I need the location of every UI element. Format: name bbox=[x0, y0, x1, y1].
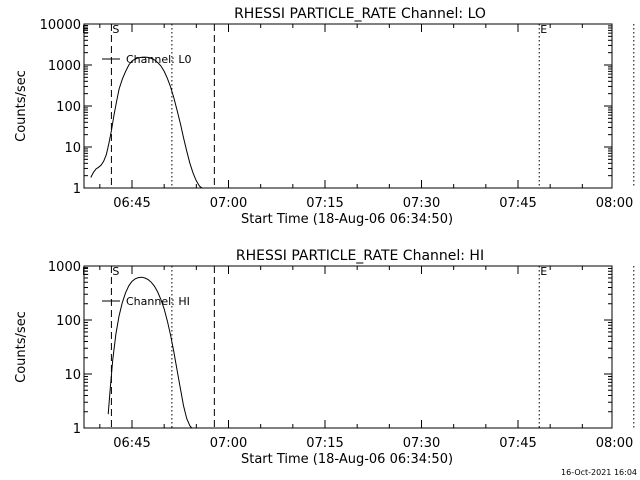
x-tick-label: 08:00 bbox=[596, 196, 633, 211]
x-tick-label: 07:45 bbox=[499, 436, 536, 451]
plot-frame bbox=[83, 23, 613, 189]
x-tick-label: 06:45 bbox=[113, 196, 150, 211]
corner-marker-label: E bbox=[82, 23, 89, 36]
x-tick-label: 07:30 bbox=[403, 196, 440, 211]
y-tick-label: 10 bbox=[64, 368, 81, 383]
plot-frame bbox=[83, 265, 613, 429]
lo-channel-panel: RHESSI PARTICLE_RATE Channel: LO 1 10 100 10… bbox=[14, 6, 635, 227]
y-tick-label: 1000 bbox=[48, 59, 81, 74]
y-axis-label: Counts/sec bbox=[14, 70, 29, 142]
corner-marker-label: E bbox=[82, 265, 89, 278]
series-line bbox=[107, 276, 193, 428]
footer-timestamp: 16-Oct-2021 16:04 bbox=[561, 468, 637, 477]
y-tick-label: 1000 bbox=[48, 260, 81, 275]
x-tick-label: 07:15 bbox=[306, 436, 343, 451]
x-axis-label: Start Time (18-Aug-06 06:34:50) bbox=[241, 452, 453, 467]
y-tick-label: 10000 bbox=[40, 18, 81, 33]
y-tick-label: 1 bbox=[73, 422, 81, 437]
x-tick-label: 07:00 bbox=[210, 436, 247, 451]
time-marker-label: E bbox=[540, 23, 547, 36]
chart-title: RHESSI PARTICLE_RATE Channel: HI bbox=[236, 248, 484, 264]
x-tick-label: 06:45 bbox=[113, 436, 150, 451]
x-tick-label: 07:30 bbox=[403, 436, 440, 451]
hi-channel-panel: RHESSI PARTICLE_RATE Channel: HI 1 10 100 10… bbox=[14, 248, 635, 467]
time-marker-label: S bbox=[112, 23, 119, 36]
y-tick-label: 100 bbox=[56, 314, 81, 329]
x-tick-label: 07:15 bbox=[306, 196, 343, 211]
y-tick-label: 10 bbox=[64, 141, 81, 156]
y-tick-label: 1 bbox=[73, 182, 81, 197]
y-axis-label: Counts/sec bbox=[14, 311, 29, 383]
chart-title: RHESSI PARTICLE_RATE Channel: LO bbox=[234, 6, 486, 22]
x-tick-label: 08:00 bbox=[596, 436, 633, 451]
x-tick-label: 07:00 bbox=[210, 196, 247, 211]
y-tick-label: 100 bbox=[56, 100, 81, 115]
x-tick-label: 07:45 bbox=[499, 196, 536, 211]
x-axis-label: Start Time (18-Aug-06 06:34:50) bbox=[241, 212, 453, 227]
legend-entry: Channel: HI bbox=[126, 295, 190, 308]
time-marker-label: S bbox=[112, 265, 119, 278]
series-line bbox=[90, 56, 203, 188]
time-marker-label: E bbox=[540, 265, 547, 278]
legend-entry: Channel: L0 bbox=[126, 53, 192, 66]
